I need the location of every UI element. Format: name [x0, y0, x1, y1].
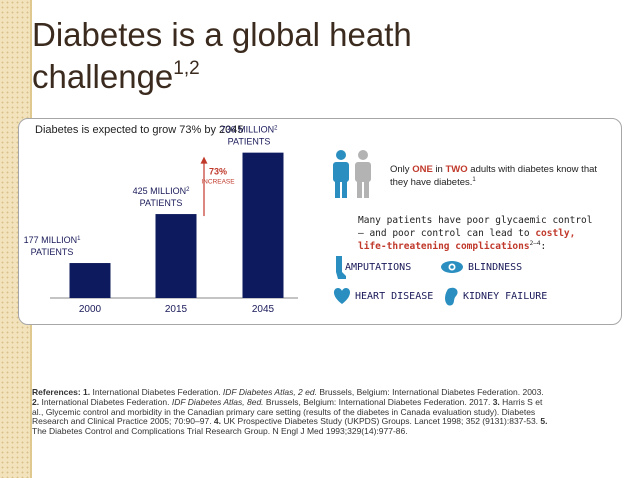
data-label-patients-2015: PATIENTS: [140, 198, 183, 208]
data-label-2045: 736 MILLION2: [221, 125, 279, 135]
increase-value: 73%: [209, 167, 227, 177]
increase-arrow-head: [200, 156, 208, 164]
awareness-one: ONE: [412, 164, 433, 175]
complication-amputations: AMPUTATIONS: [345, 262, 412, 273]
data-label-patients-2000: PATIENTS: [31, 247, 74, 257]
increase-label: INCREASE: [201, 179, 235, 186]
content-panel: [18, 118, 622, 325]
complication-blindness: BLINDNESS: [468, 262, 523, 273]
awareness-text: Only ONE in TWO adults with diabetes kno…: [390, 164, 598, 188]
title-superscript: 1,2: [173, 58, 200, 79]
data-label-2000: 177 MILLION1: [24, 235, 82, 245]
complication-kidney-failure: KIDNEY FAILURE: [463, 291, 548, 302]
glycaemic-accent: costly, life-threatening complications: [358, 228, 576, 252]
bar-2000: [69, 263, 111, 298]
tick-label-2000: 2000: [79, 304, 102, 315]
glycaemic-text: Many patients have poor glycaemic contro…: [358, 215, 593, 252]
panel-label: Diabetes is expected to grow 73% by 2045: [28, 123, 250, 137]
bar-2045: [242, 152, 284, 298]
data-label-patients-2045: PATIENTS: [228, 137, 271, 147]
slide-title: Diabetes is a global heath challenge1,2: [32, 16, 412, 95]
complication-heart-disease: HEART DISEASE: [355, 291, 434, 302]
awareness-two: TWO: [445, 164, 468, 175]
data-label-2015: 425 MILLION2: [133, 186, 191, 196]
references: References: 1. International Diabetes Fe…: [32, 387, 548, 437]
tick-label-2045: 2045: [252, 304, 275, 315]
bar-2015: [155, 214, 197, 298]
tick-label-2015: 2015: [165, 304, 188, 315]
